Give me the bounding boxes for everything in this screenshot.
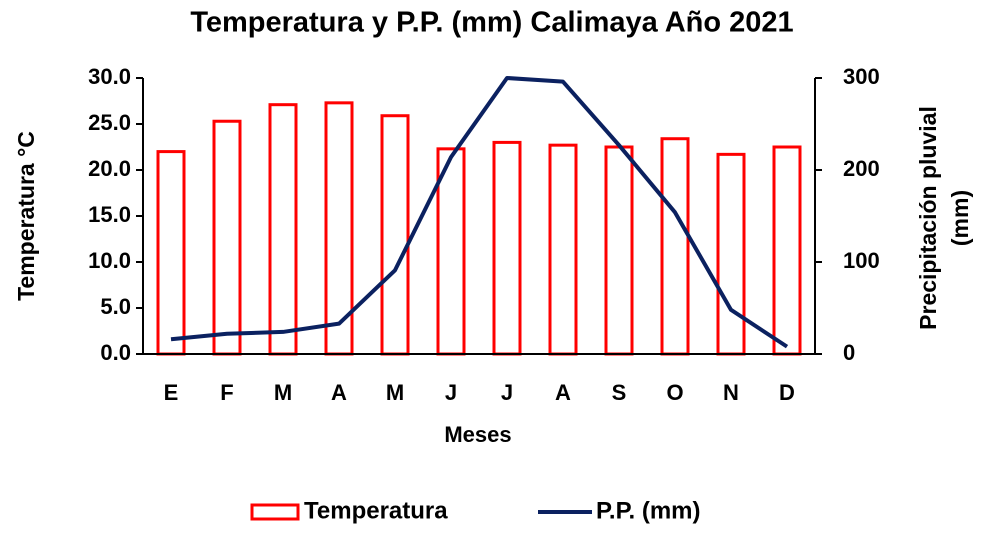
x-tick-label: A	[555, 380, 571, 405]
y-tick-label: 15.0	[88, 202, 131, 227]
y-tick-label: 30.0	[88, 64, 131, 89]
bar	[492, 140, 522, 356]
bar	[156, 150, 186, 356]
bar	[380, 114, 410, 356]
bar	[660, 137, 690, 356]
chart-title: Temperatura y P.P. (mm) Calimaya Año 202…	[190, 7, 793, 39]
bar	[212, 119, 242, 356]
x-tick-label: M	[274, 380, 292, 405]
bar	[324, 101, 354, 356]
x-tick-label: J	[445, 380, 457, 405]
y2-axis-label: (mm)	[947, 190, 973, 246]
y2-axis-label: Precipitación pluvial	[915, 106, 941, 330]
bar	[548, 143, 578, 356]
y2-tick-label: 100	[843, 248, 880, 273]
y-tick-label: 0.0	[100, 340, 131, 365]
legend-label: P.P. (mm)	[596, 497, 701, 524]
y-tick-label: 10.0	[88, 248, 131, 273]
x-tick-label: F	[220, 380, 233, 405]
bar	[716, 152, 746, 356]
bar	[268, 103, 298, 356]
x-tick-label: O	[666, 380, 683, 405]
bar	[772, 145, 802, 356]
line	[170, 76, 789, 349]
y2-tick-label: 300	[843, 64, 880, 89]
x-tick-label: N	[723, 380, 739, 405]
y-axis-label: Temperatura °C	[13, 131, 39, 301]
legend-swatch	[250, 503, 300, 521]
y-tick-label: 5.0	[100, 294, 131, 319]
y2-tick-label: 200	[843, 156, 880, 181]
x-tick-label: M	[386, 380, 404, 405]
x-tick-label: E	[164, 380, 179, 405]
x-tick-label: S	[612, 380, 627, 405]
bar	[604, 145, 634, 356]
x-tick-label: A	[331, 380, 347, 405]
y2-tick-label: 0	[843, 340, 855, 365]
bar	[436, 147, 466, 356]
y-tick-label: 20.0	[88, 156, 131, 181]
legend-label: Temperatura	[304, 497, 448, 524]
x-tick-label: J	[501, 380, 513, 405]
x-tick-label: D	[779, 380, 795, 405]
y-tick-label: 25.0	[88, 110, 131, 135]
x-axis-label: Meses	[444, 422, 511, 447]
